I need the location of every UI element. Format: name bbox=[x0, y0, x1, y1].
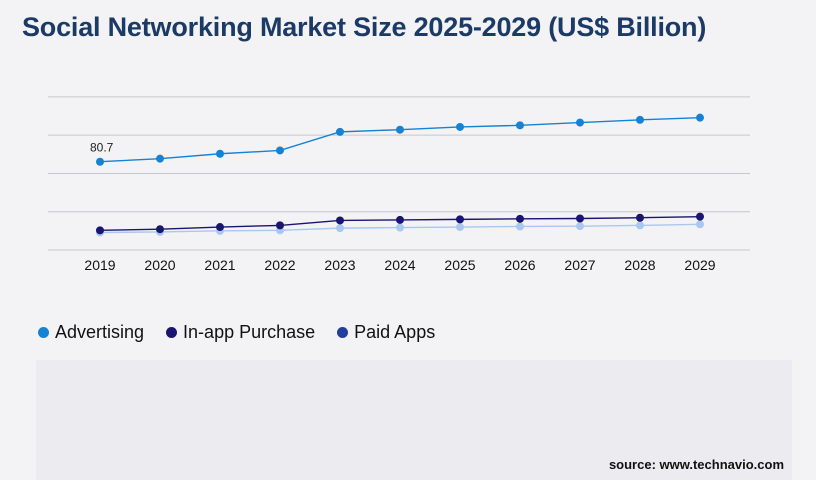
legend-label-advertising: Advertising bbox=[55, 322, 145, 342]
data-point-advertising bbox=[696, 113, 704, 122]
series-advertising bbox=[96, 113, 704, 166]
data-point-paid-apps bbox=[396, 223, 404, 232]
data-point-in-app-purchase bbox=[516, 214, 524, 223]
data-point-advertising bbox=[276, 146, 284, 155]
data-point-advertising bbox=[156, 154, 164, 163]
x-axis-ticks: 2019 2020 2021 2022 2023 2024 2025 2026 2027 2028… bbox=[84, 257, 715, 273]
data-point-paid-apps bbox=[576, 222, 584, 231]
series-in-app-purchase bbox=[96, 212, 704, 235]
series-layer bbox=[96, 113, 704, 237]
data-point-in-app-purchase bbox=[156, 225, 164, 234]
data-point-in-app-purchase bbox=[396, 215, 404, 224]
legend-item-paid-apps: Paid Apps bbox=[337, 322, 435, 343]
series-line-advertising bbox=[99, 116, 701, 163]
footer-panel bbox=[36, 360, 792, 480]
x-tick-label: 2023 bbox=[324, 257, 355, 273]
x-tick-label: 2029 bbox=[684, 257, 715, 273]
x-tick-label: 2025 bbox=[444, 257, 475, 273]
x-tick-label: 2021 bbox=[204, 257, 235, 273]
data-point-in-app-purchase bbox=[96, 226, 104, 235]
x-tick-label: 2026 bbox=[504, 257, 535, 273]
legend-item-in-app-purchase: In-app Purchase bbox=[166, 322, 315, 343]
gridlines bbox=[48, 96, 750, 251]
data-point-in-app-purchase bbox=[456, 215, 464, 224]
data-point-paid-apps bbox=[336, 224, 344, 233]
x-tick-label: 2028 bbox=[624, 257, 655, 273]
data-labels: 80.7 bbox=[90, 141, 114, 155]
data-point-in-app-purchase bbox=[216, 223, 224, 232]
x-tick-label: 2027 bbox=[564, 257, 595, 273]
data-point-in-app-purchase bbox=[636, 213, 644, 222]
data-point-advertising bbox=[456, 122, 464, 131]
data-point-paid-apps bbox=[456, 223, 464, 232]
data-point-advertising bbox=[396, 125, 404, 134]
legend-label-in-app-purchase: In-app Purchase bbox=[183, 322, 316, 342]
legend: Advertising In-app Purchase Paid Apps bbox=[38, 322, 435, 343]
x-tick-label: 2020 bbox=[144, 257, 175, 273]
data-point-advertising bbox=[96, 157, 104, 166]
data-point-advertising bbox=[516, 121, 524, 130]
chart-title: Social Networking Market Size 2025-2029 … bbox=[22, 12, 707, 42]
data-point-in-app-purchase bbox=[336, 216, 344, 225]
legend-marker-advertising bbox=[38, 327, 49, 338]
data-point-advertising bbox=[636, 115, 644, 124]
data-point-in-app-purchase bbox=[696, 212, 704, 221]
data-point-advertising bbox=[576, 118, 584, 127]
data-point-advertising bbox=[216, 149, 224, 158]
line-chart: 2019 2020 2021 2022 2023 2024 2025 2026 2027 2028… bbox=[48, 96, 750, 273]
x-tick-label: 2019 bbox=[84, 257, 115, 273]
legend-marker-in-app-purchase bbox=[166, 327, 178, 338]
data-point-advertising bbox=[336, 127, 344, 136]
legend-item-advertising: Advertising bbox=[38, 322, 144, 343]
data-point-paid-apps bbox=[636, 221, 644, 230]
x-tick-label: 2022 bbox=[264, 257, 295, 273]
legend-label-paid-apps: Paid Apps bbox=[354, 322, 436, 342]
data-point-in-app-purchase bbox=[276, 221, 284, 230]
data-point-in-app-purchase bbox=[576, 214, 584, 223]
data-point-paid-apps bbox=[696, 220, 704, 229]
data-label: 80.7 bbox=[90, 141, 114, 155]
x-tick-label: 2024 bbox=[384, 257, 415, 273]
data-point-paid-apps bbox=[516, 222, 524, 231]
source-credit: source: www.technavio.com bbox=[608, 457, 784, 472]
legend-marker-paid-apps bbox=[337, 327, 349, 338]
